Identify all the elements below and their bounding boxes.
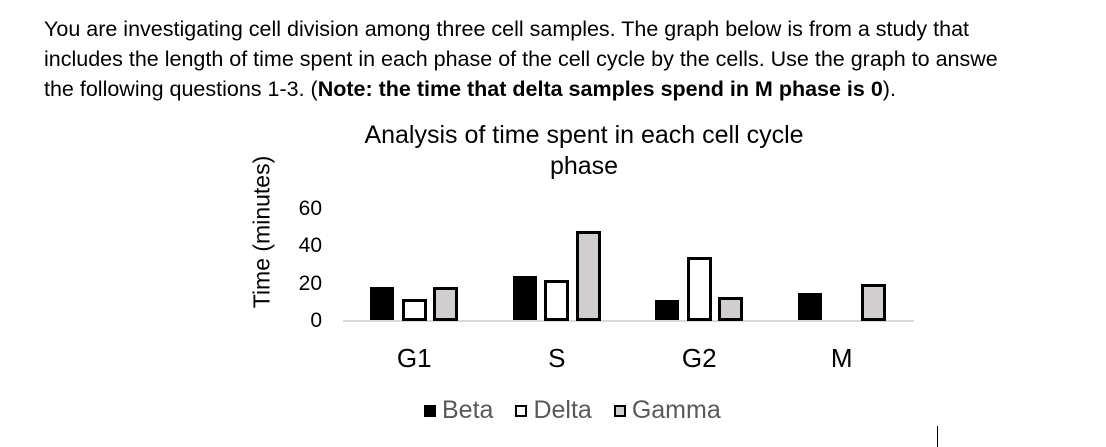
bar-gamma-g1 <box>433 287 459 321</box>
intro-note-bold: Note: the time that delta samples spend … <box>317 77 883 101</box>
bar-beta-m <box>797 292 822 320</box>
y-axis-label: Time (minutes) <box>248 155 275 309</box>
y-tick-label: 20 <box>298 271 322 295</box>
legend-label: Beta <box>442 396 494 424</box>
x-axis-line <box>343 320 914 322</box>
y-tick-label: 60 <box>298 196 322 220</box>
legend-item-delta: Delta <box>515 396 592 425</box>
bar-delta-g2 <box>686 257 712 321</box>
chart-title: Analysis of time spent in each cell cycl… <box>334 120 834 182</box>
legend-item-gamma: Gamma <box>613 396 721 425</box>
bar-beta-g1 <box>370 287 395 320</box>
question-intro: You are investigating cell division amon… <box>44 14 1106 104</box>
legend-item-beta: Beta <box>424 396 493 425</box>
bar-gamma-s <box>575 231 601 321</box>
intro-line-3-suffix: ). <box>882 77 896 101</box>
bar-gamma-g2 <box>718 296 744 321</box>
legend-swatch-icon <box>424 404 436 417</box>
y-tick-label: 40 <box>298 234 322 257</box>
chart-title-line-1: Analysis of time spent in each cell cycl… <box>364 121 804 149</box>
bar-delta-s <box>544 279 570 321</box>
intro-line-3-prefix: the following questions 1-3. ( <box>44 77 318 101</box>
intro-line-3: the following questions 1-3. (Note: the … <box>44 74 1106 104</box>
x-category-label: G1 <box>396 343 432 373</box>
intro-line-2: includes the length of time spent in eac… <box>44 47 998 71</box>
x-category-label: M <box>830 343 853 373</box>
bar-beta-s <box>512 276 537 320</box>
y-tick-label: 0 <box>310 309 322 332</box>
intro-line-1: You are investigating cell division amon… <box>44 17 970 41</box>
chart-title-line-2: phase <box>549 152 619 180</box>
chart-legend: Beta Delta Gamma <box>424 396 743 425</box>
bar-gamma-m <box>860 283 886 321</box>
bar-delta-g1 <box>401 298 427 321</box>
legend-swatch-icon <box>515 404 528 417</box>
legend-swatch-icon <box>613 404 626 417</box>
x-category-label: G2 <box>681 343 717 373</box>
text-cursor <box>937 426 938 447</box>
legend-label: Delta <box>533 396 592 424</box>
x-category-label: S <box>548 343 566 373</box>
legend-label: Gamma <box>631 396 721 424</box>
bar-beta-g2 <box>655 300 680 320</box>
